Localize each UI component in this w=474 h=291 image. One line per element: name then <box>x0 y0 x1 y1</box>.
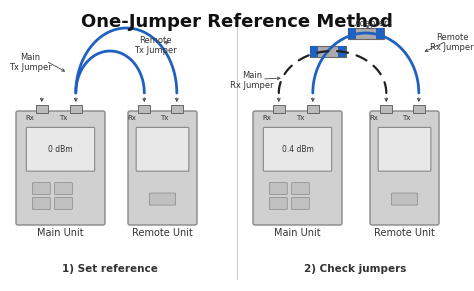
Text: 2) Check jumpers: 2) Check jumpers <box>304 264 406 274</box>
FancyBboxPatch shape <box>264 127 332 171</box>
FancyBboxPatch shape <box>55 198 73 210</box>
Text: 1) Set reference: 1) Set reference <box>62 264 158 274</box>
Bar <box>310 45 318 56</box>
FancyBboxPatch shape <box>253 111 342 225</box>
Text: Tx: Tx <box>59 115 68 121</box>
FancyBboxPatch shape <box>136 127 189 171</box>
Bar <box>348 28 384 38</box>
Bar <box>70 105 82 113</box>
Text: Remote Unit: Remote Unit <box>374 228 435 238</box>
FancyBboxPatch shape <box>33 182 50 195</box>
Text: Main
Tx Jumper: Main Tx Jumper <box>9 53 51 72</box>
Text: Remote
Rx Jumper: Remote Rx Jumper <box>430 33 474 52</box>
Bar <box>273 105 285 113</box>
Bar <box>337 45 346 56</box>
Bar <box>310 45 346 56</box>
Bar <box>171 105 183 113</box>
Bar <box>380 105 392 113</box>
Text: Main Unit: Main Unit <box>37 228 84 238</box>
FancyBboxPatch shape <box>292 182 310 195</box>
Bar <box>36 105 48 113</box>
Text: Rx: Rx <box>25 115 34 121</box>
Bar <box>138 105 150 113</box>
Text: Main Unit: Main Unit <box>274 228 321 238</box>
Text: One-Jumper Reference Method: One-Jumper Reference Method <box>81 13 393 31</box>
FancyBboxPatch shape <box>27 127 95 171</box>
FancyBboxPatch shape <box>378 127 431 171</box>
FancyBboxPatch shape <box>292 198 310 210</box>
FancyBboxPatch shape <box>55 182 73 195</box>
Text: Rx: Rx <box>262 115 271 121</box>
Text: 0.4 dBm: 0.4 dBm <box>282 145 313 154</box>
Text: Tx: Tx <box>402 115 411 121</box>
FancyBboxPatch shape <box>33 198 50 210</box>
Bar <box>376 28 384 38</box>
Text: Main
Rx Jumper: Main Rx Jumper <box>230 71 274 91</box>
Text: Tx: Tx <box>160 115 169 121</box>
Text: Tx: Tx <box>296 115 305 121</box>
Text: Remote Unit: Remote Unit <box>132 228 193 238</box>
Bar <box>307 105 319 113</box>
Bar <box>413 105 425 113</box>
Text: Adapters: Adapters <box>355 19 393 28</box>
FancyBboxPatch shape <box>270 198 287 210</box>
FancyBboxPatch shape <box>128 111 197 225</box>
Text: Rx: Rx <box>369 115 378 121</box>
Text: 0 dBm: 0 dBm <box>48 145 73 154</box>
FancyBboxPatch shape <box>370 111 439 225</box>
Text: Remote
Tx Jumper: Remote Tx Jumper <box>134 36 176 55</box>
Bar <box>348 28 356 38</box>
FancyBboxPatch shape <box>149 193 176 205</box>
FancyBboxPatch shape <box>16 111 105 225</box>
Text: Rx: Rx <box>128 115 137 121</box>
FancyBboxPatch shape <box>270 182 287 195</box>
FancyBboxPatch shape <box>392 193 418 205</box>
